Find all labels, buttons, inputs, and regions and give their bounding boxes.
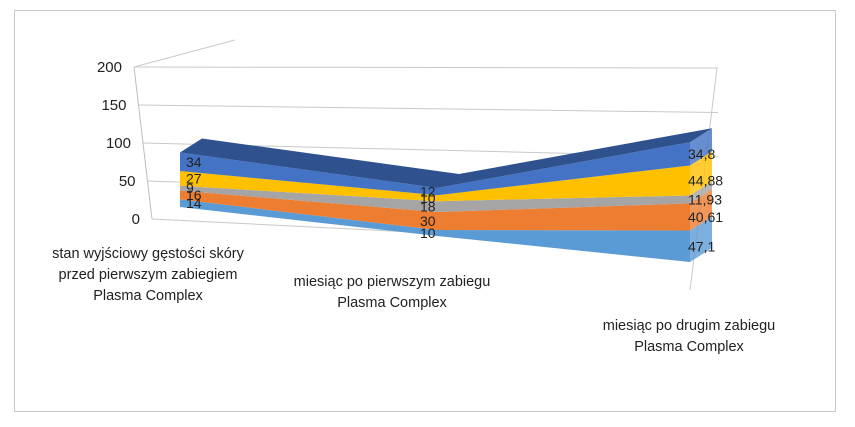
gridline-4	[133, 66, 719, 69]
data-label-s4-c2: 34,8	[688, 146, 715, 162]
category-label-1: miesiąc po pierwszym zabiegu Plasma Comp…	[293, 274, 491, 311]
data-label-s3-c0: 27	[186, 170, 202, 186]
data-label-s4-c0: 34	[186, 154, 202, 170]
category-label-2: miesiąc po drugim zabiegu Plasma Complex	[602, 318, 776, 355]
data-label-s1-c2: 40,61	[688, 209, 723, 225]
data-label-s1-c1: 30	[420, 213, 436, 229]
y-tick-label-1: 50	[119, 173, 136, 190]
area-top-face	[180, 128, 712, 188]
data-label-s0-c0: 14	[186, 195, 202, 211]
y-tick-label-0: 0	[132, 211, 140, 228]
area-series-2	[180, 185, 690, 212]
y-tick-label-3: 150	[101, 97, 126, 114]
area-side-1	[690, 189, 712, 231]
data-label-s3-c1: 10	[420, 190, 436, 206]
data-label-s1-c0: 16	[186, 187, 202, 203]
data-label-s2-c2: 11,93	[688, 191, 722, 207]
y-tick-label-2: 100	[106, 135, 131, 152]
y-tick-label-4: 200	[97, 59, 122, 76]
y-axis-line	[133, 66, 153, 220]
area-series-3	[180, 165, 690, 202]
area-side-3	[690, 151, 712, 196]
category-label-0: stan wyjściowy gęstości skóry przed pier…	[52, 246, 244, 304]
area-series-4	[180, 142, 690, 196]
area-series-1	[180, 190, 690, 231]
area-series-0	[180, 199, 690, 262]
wall-top-edge	[133, 39, 236, 68]
data-label-s3-c2: 44,88	[688, 172, 723, 188]
data-label-s0-c1: 10	[420, 225, 436, 241]
data-label-s0-c2: 47,1	[688, 238, 715, 254]
area-side-0	[690, 216, 712, 262]
data-label-s2-c0: 9	[186, 180, 194, 196]
data-label-s2-c1: 18	[420, 199, 436, 215]
area-side-2	[690, 181, 712, 204]
area-side-4	[690, 128, 712, 166]
data-label-s4-c1: 12	[420, 184, 436, 200]
gridline-3	[138, 104, 719, 113]
